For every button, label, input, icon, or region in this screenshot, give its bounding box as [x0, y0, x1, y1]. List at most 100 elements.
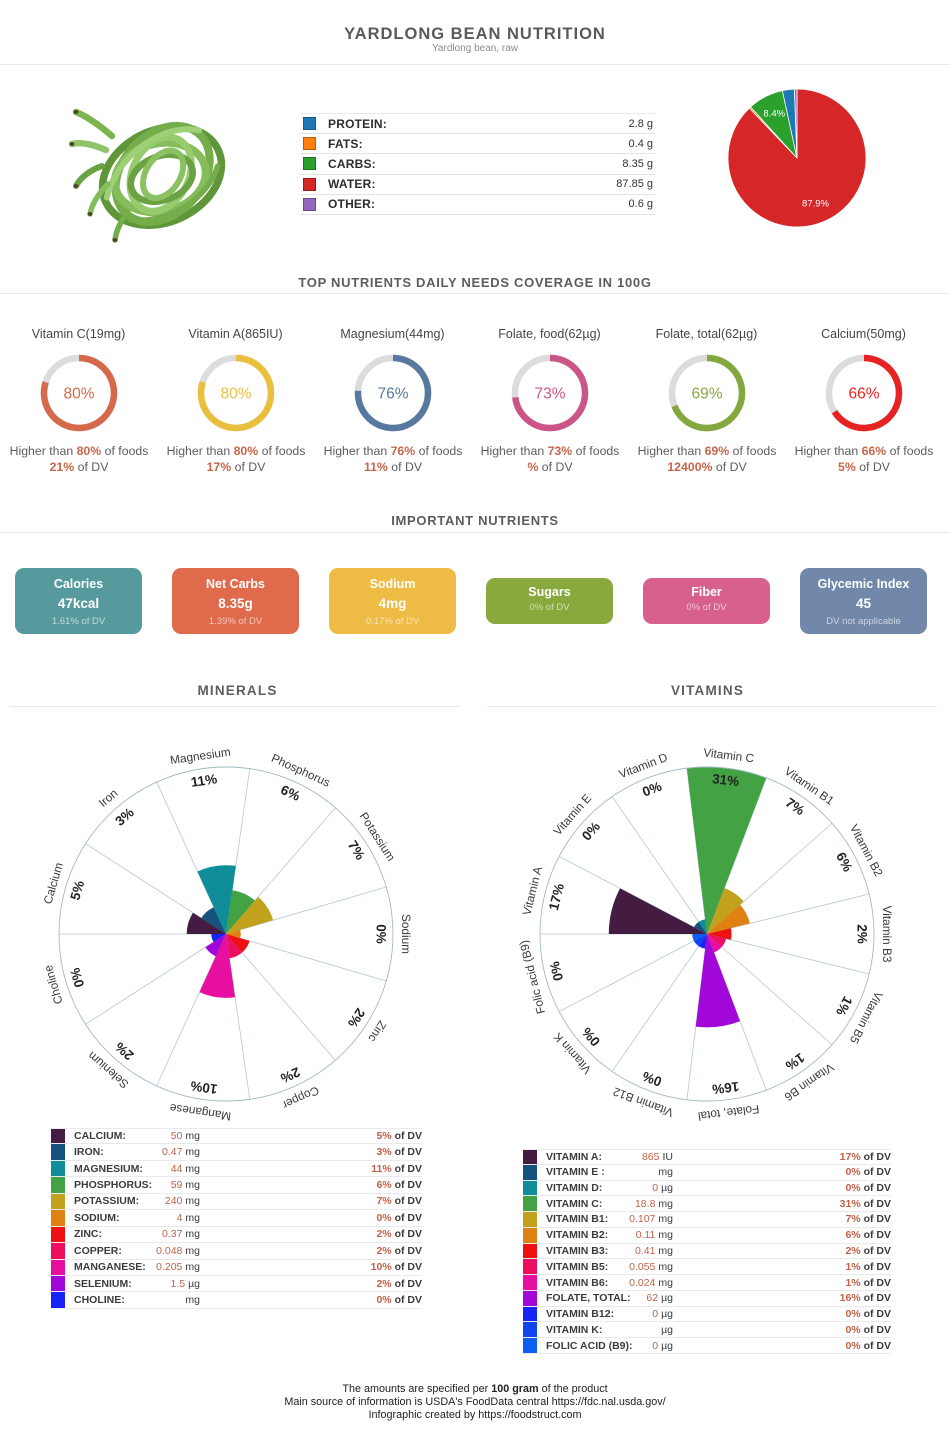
gauge-percent-text: 69%	[691, 386, 722, 403]
row-amount-unit: mg	[185, 1244, 200, 1257]
row-dv: 2% of DV	[376, 1245, 422, 1257]
row-dv-value: 2%	[376, 1244, 392, 1257]
macronutrient-pie-chart: 87.9% 8.4%	[727, 88, 867, 228]
rose-label-name: Phosphorus	[269, 751, 332, 790]
rose-wedge-folic-acid-b9-	[692, 934, 707, 941]
row-color-swatch	[51, 1275, 65, 1292]
row-dv-value: 2%	[376, 1228, 392, 1241]
row-color-swatch	[523, 1306, 537, 1322]
gauge-donut: 73%	[511, 354, 588, 432]
row-amount-unit: µg	[661, 1339, 673, 1352]
row-dv-value: 1%	[845, 1260, 861, 1273]
table-row-folic-acid-b9-: FOLIC ACID (B9): 0 µg 0% of DV	[523, 1338, 891, 1354]
rose-wedge-vitamin-b3	[707, 928, 732, 940]
badge-caption: 0% of DV	[686, 602, 727, 613]
legend-label: WATER:	[328, 177, 376, 192]
row-amount-unit: mg	[185, 1195, 200, 1208]
gauge-folate-total-62-g-: Folate, total(62µg) 69% Higher than 69% of…	[628, 320, 785, 488]
row-color-swatch	[523, 1275, 537, 1290]
row-dv-suffix: of DV	[391, 1130, 422, 1143]
row-dv-suffix: of DV	[860, 1181, 891, 1194]
row-amount-value: 0.11	[635, 1229, 656, 1242]
row-amount-unit: µg	[188, 1277, 200, 1290]
row-label: VITAMIN D:	[546, 1181, 603, 1194]
rose-label-name: Vitamin B5	[847, 989, 886, 1046]
vitamins-rose-svg: Vitamin A 17%Vitamin E0%Vitamin D0%Vitami…	[516, 745, 894, 1123]
rose-wedge-magnesium	[197, 865, 236, 934]
table-row-iron: IRON: 0.47 mg 3% of DV	[51, 1144, 422, 1161]
row-dv-value: 0%	[845, 1181, 861, 1194]
row-color-swatch	[523, 1338, 537, 1353]
row-dv-suffix: of DV	[860, 1308, 891, 1321]
table-row-vitamin-d: VITAMIN D: 0 µg 0% of DV	[523, 1180, 891, 1197]
table-row-vitamin-b1: VITAMIN B1: 0.107 mg 7% of DV	[523, 1212, 891, 1228]
row-amount-value: 1.5	[170, 1277, 186, 1290]
rose-wedge-selenium	[205, 934, 226, 957]
rose-label-value: 0%	[547, 960, 566, 983]
row-label: VITAMIN B12:	[546, 1308, 615, 1321]
row-amount-value: 240	[164, 1195, 183, 1208]
row-label: COPPER:	[74, 1244, 122, 1257]
rose-wedge-folate-total	[695, 934, 741, 1028]
row-dv-value: 2%	[845, 1244, 861, 1257]
rose-label-name: Vitamin B3	[880, 906, 894, 963]
row-dv-value: 17%	[839, 1150, 861, 1163]
gauge-title: Folate, food(62µg)	[498, 327, 601, 341]
table-row-selenium: SELENIUM: 1.5 µg 2% of DV	[51, 1275, 422, 1293]
badge-cell: Calories 47kcal 1.61% of DV	[0, 568, 157, 634]
row-dv-value: 2%	[376, 1277, 392, 1290]
footer-line-source: Main source of information is USDA's Foo…	[284, 1396, 666, 1408]
rose-wedge-vitamin-e	[693, 921, 707, 934]
gauge-caption: Higher than 80% of foods 21% of DV	[9, 444, 149, 474]
rose-wedge-vitamin-c	[686, 767, 767, 934]
rose-label-value: 2%	[345, 1006, 368, 1031]
table-row-manganese: MANGANESE: 0.205 mg 10% of DV	[51, 1259, 422, 1276]
row-label: VITAMIN C:	[546, 1197, 603, 1210]
rose-label-value: 7%	[345, 838, 368, 863]
badge-sugars: Sugars 0% of DV	[486, 578, 613, 624]
row-amount: mg	[655, 1166, 673, 1178]
rose-label-name: Calcium	[41, 861, 66, 906]
badge-cell: Glycemic Index 45 DV not applicable	[785, 568, 942, 634]
row-dv-value: 0%	[845, 1166, 861, 1179]
row-color-swatch	[523, 1212, 537, 1227]
carbs-color-swatch	[303, 157, 316, 171]
rose-wedge-vitamin-b12	[698, 934, 707, 949]
rose-label-value: 0%	[67, 966, 87, 989]
row-dv-suffix: of DV	[391, 1162, 422, 1175]
rose-label-value: 0%	[640, 779, 664, 800]
row-dv-value: 11%	[371, 1162, 392, 1175]
row-amount: 62 µg	[646, 1292, 673, 1304]
badge-fiber: Fiber 0% of DV	[643, 578, 770, 624]
rose-label-value: 17%	[546, 882, 567, 912]
row-dv-value: 7%	[845, 1213, 861, 1226]
row-label: VITAMIN B2:	[546, 1229, 609, 1242]
row-dv-suffix: of DV	[391, 1277, 422, 1290]
row-dv-value: 6%	[376, 1179, 392, 1192]
row-dv-value: 6%	[845, 1229, 861, 1242]
row-amount-unit: mg	[658, 1197, 673, 1210]
row-dv-suffix: of DV	[860, 1339, 891, 1352]
rose-wedge-calcium	[186, 912, 226, 934]
rose-wedge-manganese	[199, 934, 236, 998]
row-color-swatch	[51, 1210, 65, 1226]
row-amount: 50 mg	[171, 1130, 200, 1142]
row-label: FOLATE, TOTAL:	[546, 1292, 631, 1305]
row-amount: 0 µg	[652, 1182, 673, 1194]
row-dv: 6% of DV	[845, 1229, 891, 1241]
rose-wedge-choline	[211, 934, 226, 942]
rose-label-value: 31%	[711, 771, 740, 789]
legend-label: PROTEIN:	[328, 116, 387, 131]
row-amount-unit: mg	[185, 1294, 200, 1307]
row-dv-value: 3%	[376, 1146, 392, 1159]
row-dv: 16% of DV	[840, 1292, 891, 1304]
gauge-donut: 69%	[668, 354, 745, 432]
row-amount-value: 0.024	[629, 1276, 656, 1289]
table-row-vitamin-k: VITAMIN K: µg 0% of DV	[523, 1322, 891, 1339]
gauge-caption: Higher than 80% of foods 17% of DV	[166, 444, 306, 474]
badge-caption: 0.17% of DV	[365, 616, 420, 627]
row-dv-value: 10%	[370, 1261, 392, 1274]
rose-wedge-vitamin-k	[693, 934, 707, 947]
